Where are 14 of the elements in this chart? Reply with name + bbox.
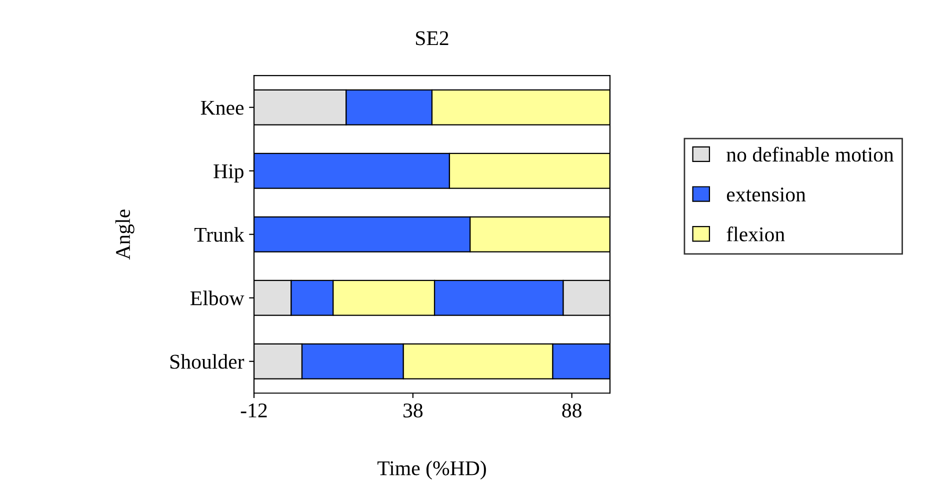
x-tick-label: 38 <box>403 403 423 418</box>
legend-label: extension <box>726 188 806 202</box>
y-tick-label: Hip <box>214 164 244 183</box>
y-axis-title: Angle <box>115 210 134 260</box>
chart-title: SE2 <box>416 31 448 46</box>
y-tick-label: Elbow <box>190 290 244 306</box>
legend-label: flexion <box>726 226 785 242</box>
x-tick-label: 88 <box>562 403 582 418</box>
y-tick-label: Shoulder <box>170 354 244 369</box>
x-tick-label: -12 <box>240 404 267 418</box>
y-tick-label: Trunk <box>194 227 244 242</box>
y-tick-label: Knee <box>200 100 244 115</box>
x-axis-title: Time (%HD) <box>377 460 486 480</box>
legend-label: no definable motion <box>726 146 894 162</box>
